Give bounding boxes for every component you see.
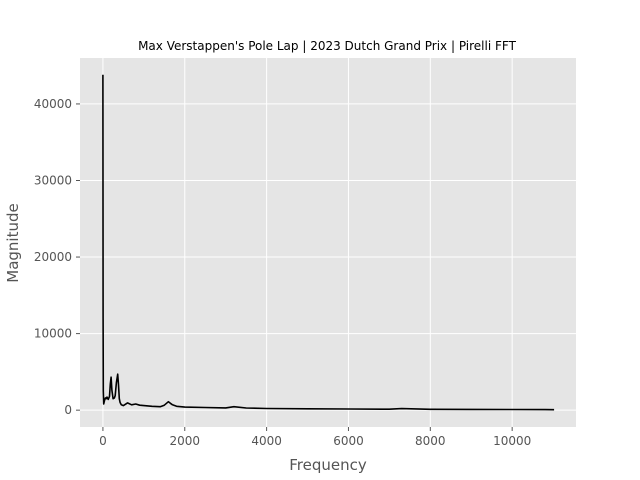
x-tick-label: 8000 — [415, 434, 446, 448]
y-tick-label: 30000 — [34, 173, 72, 187]
y-tick-label: 20000 — [34, 250, 72, 264]
x-tick-label: 0 — [99, 434, 107, 448]
y-tick-label: 10000 — [34, 327, 72, 341]
chart-title: Max Verstappen's Pole Lap | 2023 Dutch G… — [138, 39, 517, 53]
plot-area — [80, 58, 576, 427]
tick-labels: 0 2000 4000 6000 8000 10000 0 10000 20000 30000 40… — [34, 97, 531, 448]
x-tick-label: 10000 — [493, 434, 531, 448]
x-tick-label: 2000 — [169, 434, 200, 448]
y-tick-label: 0 — [64, 403, 72, 417]
y-axis-label: Magnitude — [4, 203, 22, 282]
fft-magnitude-line — [102, 74, 555, 411]
series-layer — [102, 74, 555, 411]
x-tick-label: 4000 — [251, 434, 282, 448]
y-tick-label: 40000 — [34, 97, 72, 111]
grid-lines — [80, 58, 576, 427]
x-axis-label: Frequency — [289, 456, 367, 474]
x-tick-label: 6000 — [333, 434, 364, 448]
